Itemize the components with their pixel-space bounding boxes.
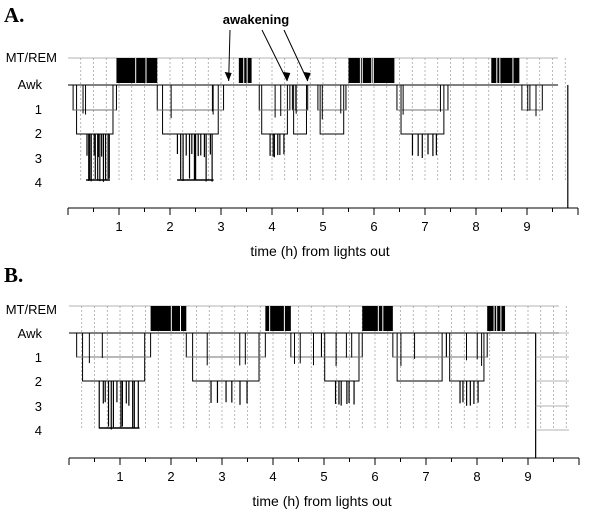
stage-box (162, 84, 219, 135)
rem-block (116, 58, 158, 83)
panel-a-x-tick-labels: 1 2 3 4 5 6 7 8 9 (115, 219, 530, 234)
awakening-arrow (283, 29, 309, 82)
panel-b: B. MT/REM Awk 1 2 3 4 1 2 3 4 5 6 7 8 9 … (4, 263, 580, 509)
stage-box (521, 84, 543, 111)
arrow-head (283, 72, 291, 81)
rem-block (487, 306, 506, 331)
x-tick-label-6: 6 (370, 219, 377, 234)
y-label-mt-rem: MT/REM (6, 50, 57, 65)
y-label-stage-1: 1 (35, 350, 42, 365)
arrow-head (224, 72, 232, 81)
panel-a-x-axis-title: time (h) from lights out (250, 243, 389, 259)
y-label-stage-4: 4 (35, 175, 42, 190)
panel-b-label: B. (4, 263, 23, 287)
rem-block (491, 58, 520, 83)
x-tick-label-8: 8 (472, 219, 479, 234)
awakening-arrow (228, 29, 231, 82)
hypnogram-trace (69, 305, 569, 458)
panel-a-y-labels: MT/REM Awk 1 2 3 4 (6, 50, 57, 190)
stage-box (72, 84, 117, 111)
x-tick-label-7: 7 (421, 219, 428, 234)
y-label-mt-rem: MT/REM (6, 302, 57, 317)
x-tick-label-3: 3 (217, 219, 224, 234)
panel-a: A. awakening MT/REM Awk 1 2 3 4 1 2 3 4 … (4, 3, 579, 259)
rem-block (238, 58, 252, 83)
x-tick-label-4: 4 (268, 219, 275, 234)
x-axis (67, 207, 579, 215)
stage-box (319, 84, 345, 135)
stage-box (76, 332, 152, 358)
x-tick-label-1: 1 (115, 219, 122, 234)
x-tick-label-9: 9 (523, 219, 530, 234)
x-tick-label-3: 3 (218, 469, 225, 484)
stage-box (258, 84, 291, 111)
x-tick-label-1: 1 (116, 469, 123, 484)
x-tick-label-8: 8 (473, 469, 480, 484)
y-label-awk: Awk (18, 77, 43, 92)
hypnogram-trace (68, 57, 569, 208)
y-label-awk: Awk (18, 326, 43, 341)
panel-b-y-labels: MT/REM Awk 1 2 3 4 (6, 302, 57, 438)
arrow-head (303, 72, 311, 81)
stage-box (320, 332, 363, 358)
stage-box (185, 332, 266, 358)
x-tick-label-5: 5 (319, 219, 326, 234)
y-label-stage-2: 2 (35, 374, 42, 389)
x-tick-label-9: 9 (524, 469, 531, 484)
x-tick-label-6: 6 (371, 469, 378, 484)
y-label-stage-2: 2 (35, 126, 42, 141)
awakening-arrow (261, 29, 288, 82)
y-label-stage-4: 4 (35, 423, 42, 438)
stage-box (293, 84, 307, 135)
rem-block (362, 306, 393, 331)
x-tick-label-4: 4 (269, 469, 276, 484)
y-label-stage-3: 3 (35, 151, 42, 166)
awakening-annotation: awakening (223, 12, 290, 27)
x-tick-label-5: 5 (320, 469, 327, 484)
x-tick-label-2: 2 (167, 469, 174, 484)
y-label-stage-3: 3 (35, 399, 42, 414)
x-axis (68, 457, 580, 465)
x-tick-label-2: 2 (166, 219, 173, 234)
awakening-arrows (224, 29, 311, 82)
panel-b-x-axis-title: time (h) from lights out (252, 493, 391, 509)
stage-box (291, 84, 309, 111)
x-tick-label-7: 7 (422, 469, 429, 484)
panel-a-label: A. (4, 3, 24, 27)
stage-box (290, 332, 322, 358)
panel-b-x-tick-labels: 1 2 3 4 5 6 7 8 9 (116, 469, 531, 484)
y-label-stage-1: 1 (35, 102, 42, 117)
